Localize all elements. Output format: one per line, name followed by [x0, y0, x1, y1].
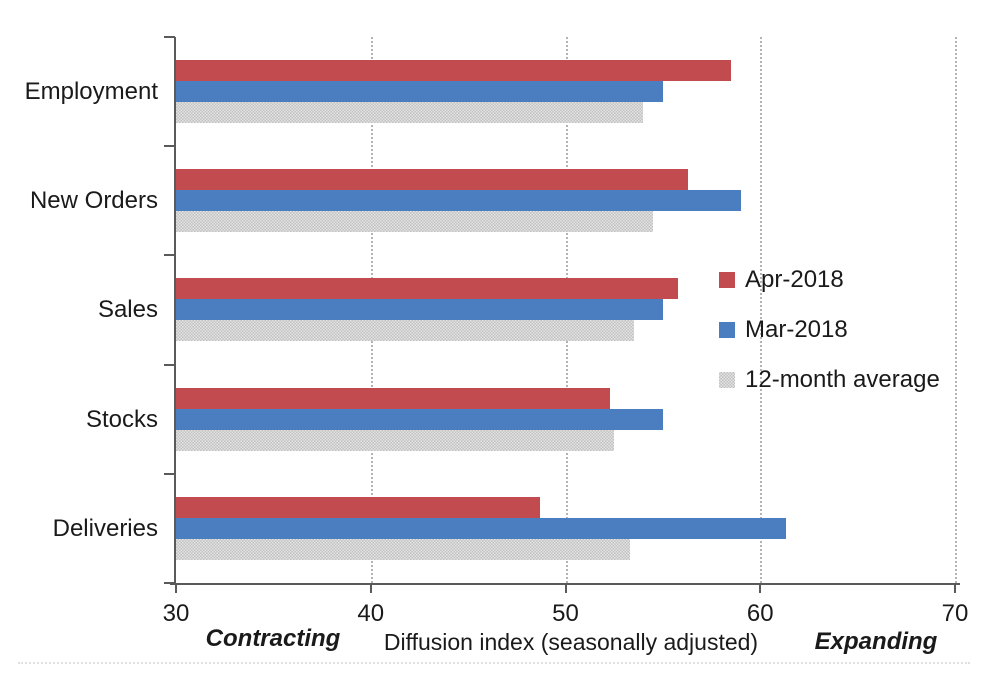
x-tick-label-50: 50: [552, 600, 579, 627]
bar-new-orders-12-month-average: [176, 211, 654, 233]
x-tick-70: [954, 585, 956, 593]
y-tick-1: [164, 145, 175, 148]
bar-stocks-12-month-average: [176, 429, 615, 451]
bar-group-stocks: [176, 365, 955, 474]
x-tick-label-60: 60: [746, 600, 774, 627]
legend-label: Mar-2018: [745, 316, 848, 343]
legend-item-mar-2018: Mar-2018: [719, 315, 940, 345]
x-tick-30: [175, 585, 177, 593]
bar-group-deliveries: [176, 474, 955, 583]
bar-sales-mar-2018: [176, 299, 663, 321]
x-tick-50: [564, 585, 567, 593]
bar-employment-apr-2018: [176, 60, 732, 82]
y-tick-3: [164, 363, 175, 366]
gridline-60: [760, 37, 763, 583]
y-tick-0: [164, 36, 175, 38]
x-tick-60: [759, 585, 762, 593]
bar-sales-apr-2018: [176, 278, 679, 300]
x-tick-label-40: 40: [357, 600, 385, 627]
category-label-deliveries: Deliveries: [52, 514, 158, 542]
bar-group-sales: [176, 255, 955, 364]
x-axis-title: Diffusion index (seasonally adjusted): [383, 629, 759, 655]
bar-employment-mar-2018: [176, 81, 663, 103]
x-axis-line: [170, 583, 960, 585]
category-label-stocks: Stocks: [85, 405, 158, 433]
expanding-annotation: Expanding: [814, 628, 938, 655]
legend-swatch-icon: [719, 322, 735, 338]
bar-deliveries-mar-2018: [176, 517, 786, 539]
x-tick-label-30: 30: [162, 600, 190, 627]
bar-deliveries-12-month-average: [176, 538, 630, 560]
legend-label: 12-month average: [745, 366, 940, 393]
legend: Apr-2018 Mar-2018 12-month average: [719, 265, 940, 415]
bar-sales-12-month-average: [176, 320, 634, 342]
y-axis-line: [174, 37, 176, 585]
x-tick-label-70: 70: [941, 600, 969, 627]
legend-swatch-icon: [719, 372, 735, 388]
bar-group-new-orders: [176, 146, 955, 255]
bar-new-orders-apr-2018: [176, 169, 689, 191]
legend-item-apr-2018: Apr-2018: [719, 265, 940, 295]
legend-label: Apr-2018: [745, 266, 844, 293]
legend-item-12-month-average: 12-month average: [719, 365, 940, 395]
y-tick-5: [164, 582, 175, 584]
bar-group-employment: [176, 37, 955, 146]
bottom-faint-divider: [18, 662, 970, 664]
category-label-new-orders: New Orders: [29, 187, 158, 215]
contracting-annotation: Contracting: [205, 625, 341, 652]
legend-swatch-icon: [719, 272, 735, 288]
gridline-70: [955, 37, 957, 583]
y-tick-2: [164, 254, 175, 257]
bar-stocks-apr-2018: [176, 387, 611, 409]
x-tick-40: [369, 585, 372, 593]
bar-employment-12-month-average: [176, 102, 644, 124]
category-label-employment: Employment: [24, 78, 158, 105]
y-tick-4: [164, 472, 175, 475]
bar-stocks-mar-2018: [176, 408, 663, 430]
category-label-sales: Sales: [97, 296, 158, 324]
bar-new-orders-mar-2018: [176, 190, 741, 212]
bar-deliveries-apr-2018: [176, 496, 541, 518]
